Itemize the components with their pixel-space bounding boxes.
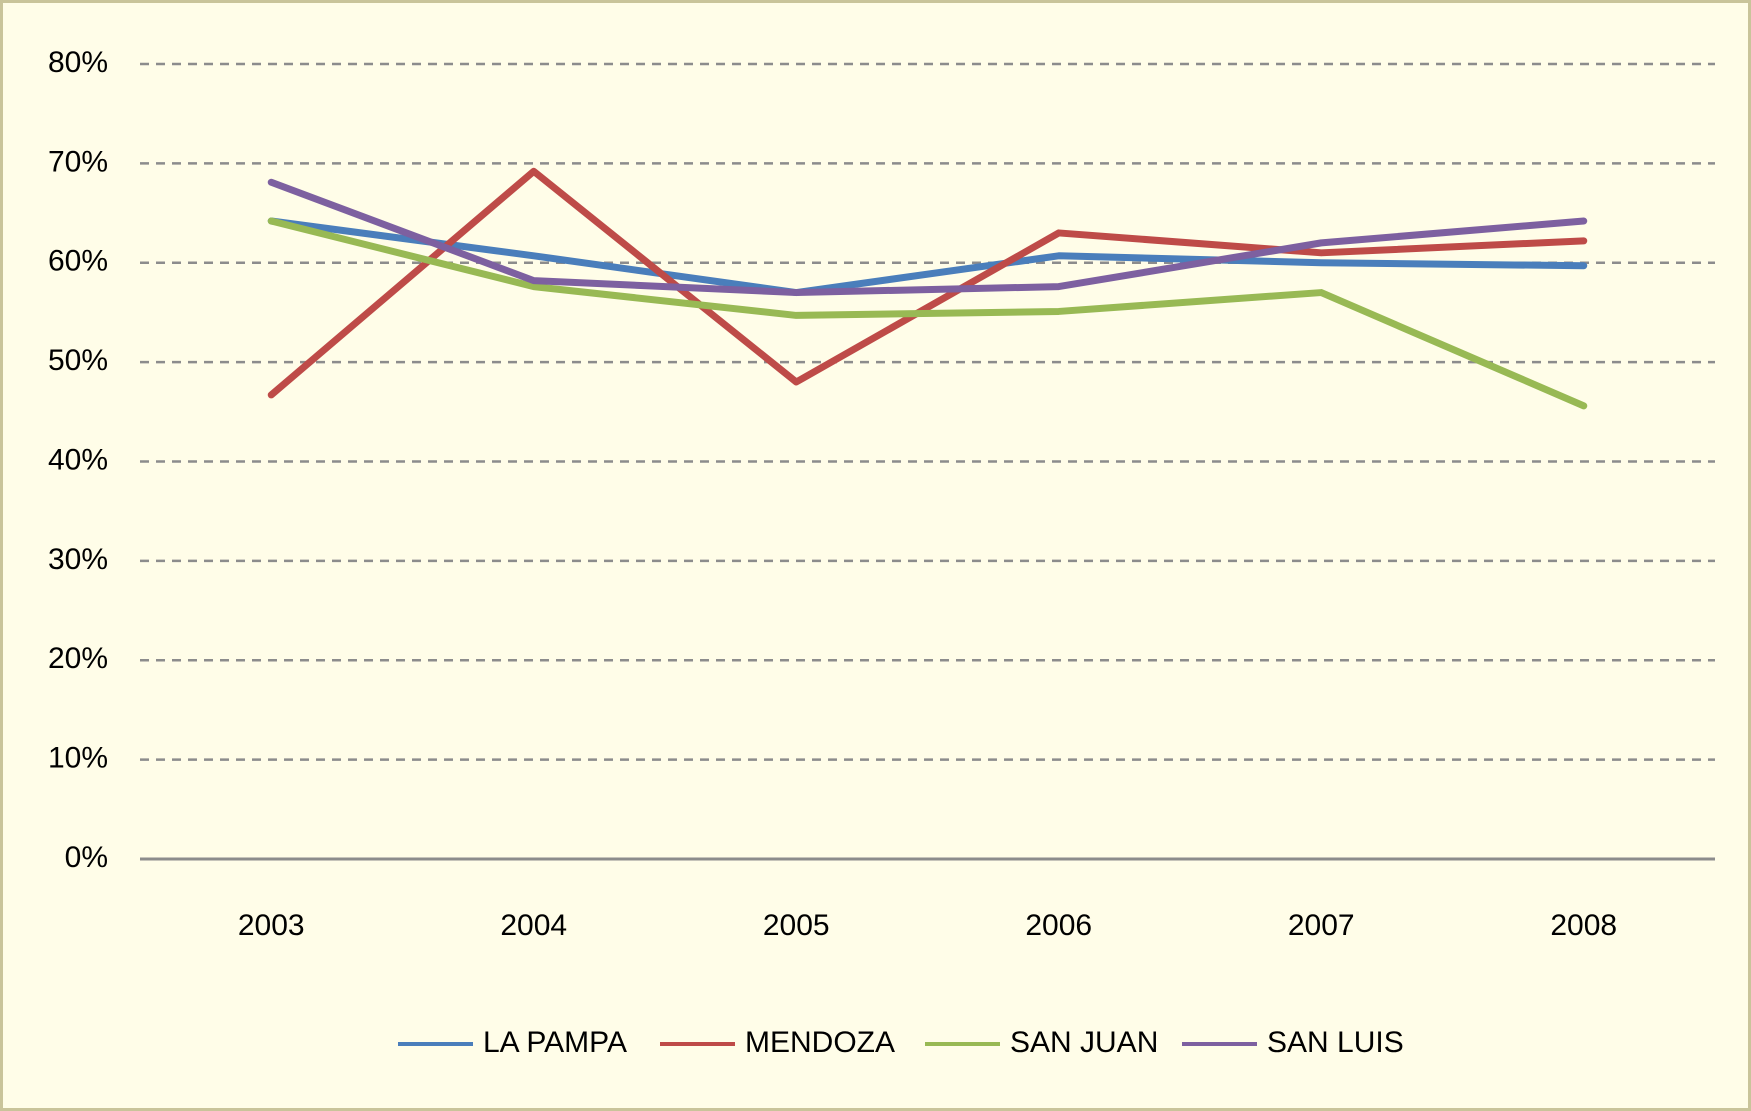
y-tick-label: 70% xyxy=(48,145,108,178)
series-line xyxy=(267,217,1588,297)
series-line xyxy=(267,178,1588,297)
y-tick-label: 80% xyxy=(48,46,108,79)
series-line xyxy=(267,167,1588,399)
x-tick-label: 2005 xyxy=(763,909,830,942)
y-tick-label: 40% xyxy=(48,443,108,476)
y-tick-label: 30% xyxy=(48,543,108,576)
legend-label: LA PAMPA xyxy=(483,1026,627,1059)
x-tick-label: 2008 xyxy=(1550,909,1617,942)
x-tick-label: 2007 xyxy=(1288,909,1355,942)
y-tick-label: 0% xyxy=(65,841,108,874)
x-tick-label: 2004 xyxy=(500,909,567,942)
y-tick-label: 60% xyxy=(48,245,108,278)
x-tick-label: 2003 xyxy=(238,909,305,942)
legend-label: SAN LUIS xyxy=(1267,1026,1404,1059)
legend-label: MENDOZA xyxy=(745,1026,895,1059)
y-tick-label: 10% xyxy=(48,742,108,775)
y-tick-label: 20% xyxy=(48,642,108,675)
y-tick-label: 50% xyxy=(48,344,108,377)
legend-label: SAN JUAN xyxy=(1010,1026,1158,1059)
series-line xyxy=(267,217,1588,410)
x-tick-label: 2006 xyxy=(1025,909,1092,942)
